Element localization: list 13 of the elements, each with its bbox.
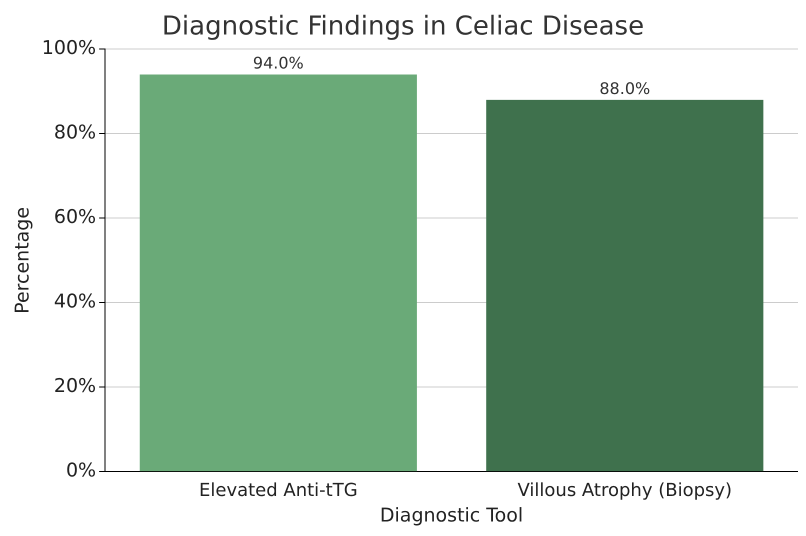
y-tick-label: 0% bbox=[66, 460, 96, 482]
y-tick-label: 80% bbox=[54, 122, 96, 144]
y-tick-label: 60% bbox=[54, 206, 96, 228]
x-axis-title: Diagnostic Tool bbox=[380, 504, 524, 527]
y-axis-title: Percentage bbox=[11, 206, 34, 314]
data-label: 94.0% bbox=[252, 54, 304, 73]
x-tick-label: Elevated Anti-tTG bbox=[198, 480, 358, 502]
y-tick-label: 100% bbox=[42, 37, 96, 60]
chart-title: Diagnostic Findings in Celiac Disease bbox=[162, 11, 644, 42]
data-label: 88.0% bbox=[599, 79, 650, 98]
y-tick-label: 40% bbox=[54, 290, 96, 313]
y-tick-label: 20% bbox=[54, 375, 96, 398]
x-tick-label: Villous Atrophy (Biopsy) bbox=[517, 480, 732, 502]
